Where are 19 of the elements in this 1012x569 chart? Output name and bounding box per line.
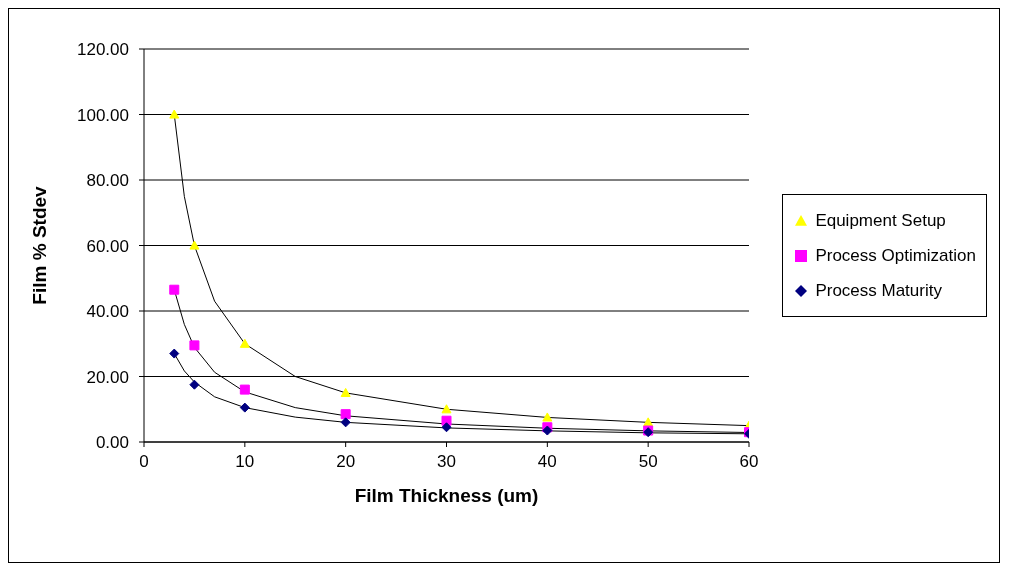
x-tick-label: 20 (336, 452, 356, 472)
y-tick-label: 120.00 (77, 40, 129, 60)
y-axis-title: Film % Stdev (28, 185, 50, 305)
x-tick-label: 40 (537, 452, 557, 472)
x-tick-label: 0 (139, 452, 149, 472)
y-tick-label: 60.00 (86, 236, 129, 256)
legend-label: Process Optimization (815, 245, 976, 267)
y-tick-label: 40.00 (86, 302, 129, 322)
x-tick-label: 50 (638, 452, 658, 472)
y-tick-label: 100.00 (77, 105, 129, 125)
x-tick-label: 10 (235, 452, 255, 472)
legend-label: Process Maturity (815, 280, 942, 302)
y-tick-label: 0.00 (95, 433, 129, 453)
x-tick-label: 30 (437, 452, 456, 472)
y-tick-label: 20.00 (86, 367, 129, 387)
y-tick-label: 80.00 (86, 171, 129, 191)
x-tick-label: 60 (739, 452, 759, 472)
x-axis-title: Film Thickness (um) (354, 485, 539, 506)
legend-label: Equipment Setup (815, 210, 946, 232)
